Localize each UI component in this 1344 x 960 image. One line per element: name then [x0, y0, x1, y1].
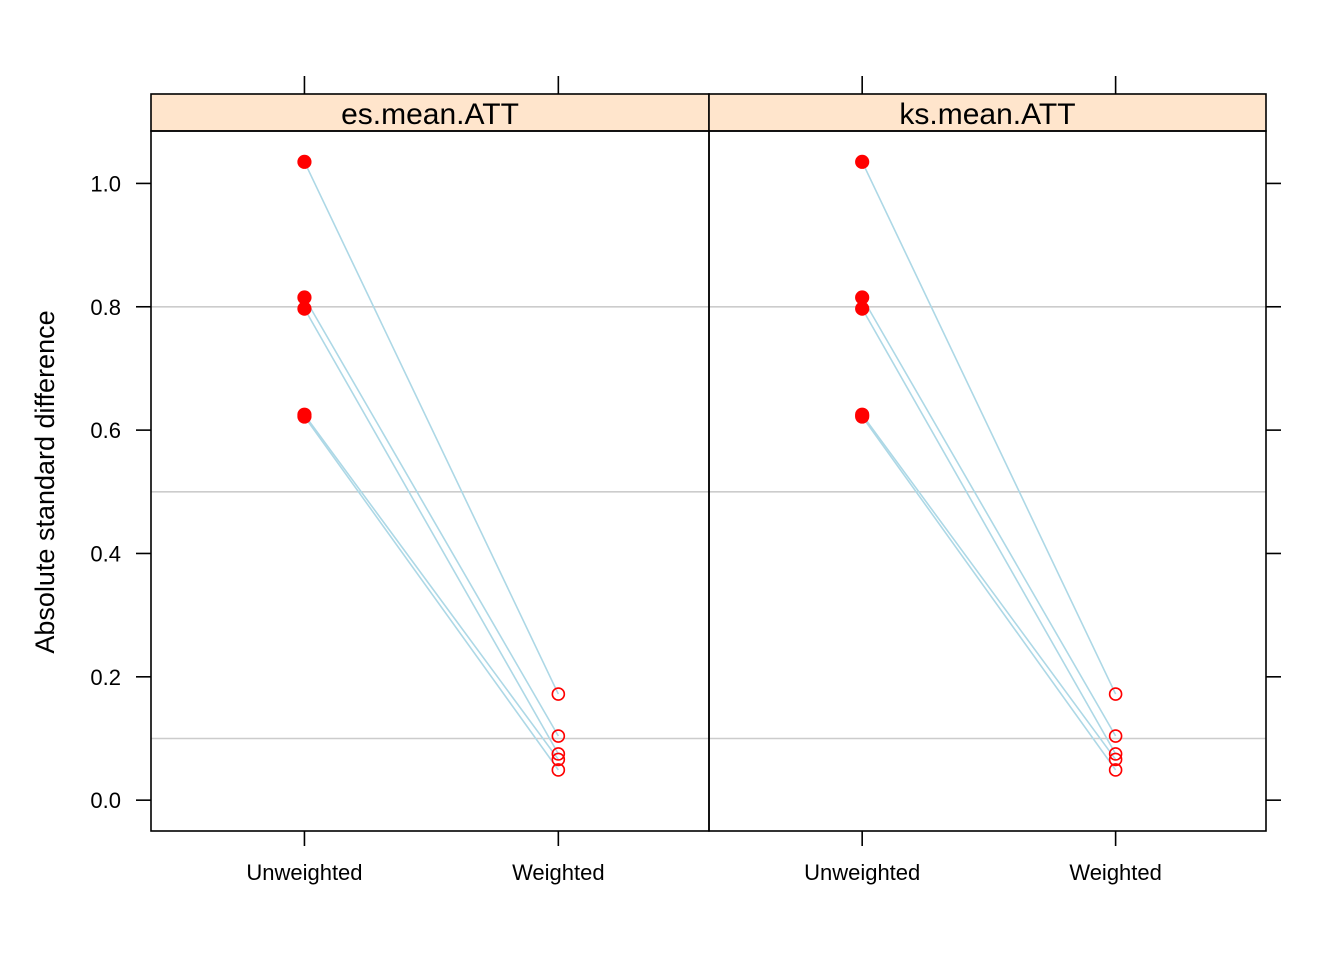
y-tick-label: 0.2 [90, 665, 121, 690]
x-tick-label: Weighted [512, 860, 605, 885]
y-tick-label: 0.8 [90, 295, 121, 320]
weighted-point [551, 687, 566, 701]
x-tick-label: Unweighted [246, 860, 362, 885]
panel-frame [708, 130, 1267, 832]
series-line [303, 308, 560, 755]
y-axis-label: Absolute standard difference [30, 310, 60, 653]
data-points [297, 154, 1123, 777]
y-tick-label: 0.0 [90, 788, 121, 813]
unweighted-point [297, 154, 312, 169]
unweighted-point [297, 301, 312, 316]
weighted-point [1108, 687, 1123, 701]
series-line [303, 297, 560, 737]
y-tick-label: 0.4 [90, 541, 121, 566]
unweighted-point [297, 409, 312, 424]
panel-title: ks.mean.ATT [899, 98, 1075, 131]
weighted-point [551, 763, 566, 777]
panel-strip [708, 93, 1267, 132]
panel-frames: es.mean.ATT ks.mean.ATT [150, 93, 1267, 832]
weighted-point [1108, 752, 1123, 767]
x-tick-label: Weighted [1069, 860, 1162, 885]
panel-strip [150, 93, 710, 132]
y-tick-label: 1.0 [90, 171, 121, 196]
weighted-point [551, 729, 566, 743]
series-lines [303, 161, 1117, 771]
series-line [861, 161, 1117, 695]
series-line [861, 297, 1117, 737]
weighted-point [551, 747, 566, 761]
y-tick-label: 0.6 [90, 418, 121, 443]
panel-title: es.mean.ATT [341, 98, 519, 131]
axes: Unweighted Weighted Unweighted Weighted 0.0 0… [90, 76, 1281, 885]
unweighted-point [855, 301, 870, 316]
reference-lines [151, 305, 1266, 740]
series-line [303, 161, 560, 695]
panel-frame [150, 130, 710, 832]
weighted-point [1108, 729, 1123, 743]
series-line [303, 416, 559, 771]
series-line [861, 308, 1117, 755]
series-line [861, 414, 1117, 760]
unweighted-point [855, 154, 870, 169]
x-tick-label: Unweighted [804, 860, 920, 885]
weighted-point [551, 752, 566, 767]
series-line [303, 414, 559, 760]
unweighted-point [855, 409, 870, 424]
weighted-point [1108, 747, 1123, 761]
series-line [861, 416, 1117, 771]
weighted-point [1108, 763, 1123, 777]
